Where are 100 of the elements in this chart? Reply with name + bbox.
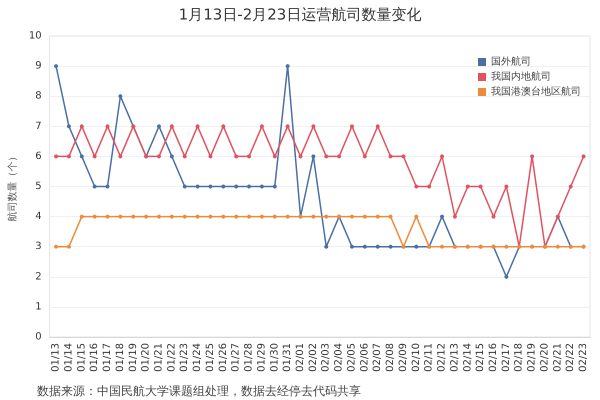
point (272, 154, 277, 158)
point (504, 274, 508, 279)
point (118, 154, 122, 158)
point (440, 154, 444, 158)
point (208, 154, 212, 158)
source-note: 数据来源：中国民航大学课题组处理，数据去经停去代码共享 (37, 384, 361, 398)
point (388, 244, 393, 249)
x-tick-label: 01/15 (76, 343, 88, 372)
y-axis-title: 航司数量（个） (6, 152, 18, 222)
x-tick-label: 01/14 (63, 343, 74, 372)
point (118, 214, 122, 219)
point (54, 154, 58, 158)
point (324, 214, 328, 219)
point (272, 184, 277, 188)
point (156, 124, 161, 128)
point (286, 124, 290, 128)
point (492, 214, 496, 219)
point (376, 124, 380, 128)
y-tick-label: 8 (35, 90, 42, 102)
x-tick-label: 02/03 (320, 343, 332, 372)
legend-label: 我国港澳台地区航司 (491, 86, 581, 98)
x-tick-label: 02/10 (410, 343, 422, 372)
point (66, 154, 71, 158)
point (92, 214, 97, 219)
point (414, 214, 418, 219)
x-tick-label: 02/11 (424, 343, 435, 372)
x-tick-label: 01/29 (256, 343, 268, 372)
point (286, 64, 290, 68)
point (234, 154, 238, 158)
point (170, 214, 174, 219)
point (388, 214, 393, 219)
x-tick-label: 01/16 (89, 343, 100, 372)
point (196, 214, 200, 219)
y-tick-label: 10 (28, 30, 42, 42)
x-tick-label: 02/14 (462, 343, 474, 372)
point (221, 184, 226, 188)
point (376, 214, 380, 219)
point (247, 214, 252, 219)
x-tick-label: 02/20 (539, 343, 550, 372)
x-tick-label: 02/21 (552, 343, 564, 372)
point (247, 184, 252, 188)
point (414, 184, 418, 188)
point (556, 244, 560, 249)
x-tick-label: 01/13 (50, 343, 62, 372)
y-tick-label: 3 (35, 241, 42, 252)
legend-label: 国外航司 (491, 56, 531, 68)
point (156, 214, 161, 219)
point (260, 184, 264, 188)
x-tick-label: 01/17 (102, 343, 114, 372)
point (324, 244, 328, 249)
point (208, 214, 212, 219)
x-tick-label: 02/16 (488, 343, 500, 372)
x-tick-label: 02/08 (385, 343, 396, 372)
y-tick-label: 4 (35, 211, 42, 222)
x-tick-label: 02/06 (359, 343, 370, 372)
point (106, 184, 110, 188)
point (80, 214, 84, 219)
point (401, 154, 406, 158)
point (221, 124, 226, 128)
y-tick-label: 5 (35, 181, 42, 192)
point (182, 184, 187, 188)
point (208, 184, 212, 188)
point (582, 154, 586, 158)
point (118, 94, 122, 98)
x-tick-label: 02/09 (398, 343, 409, 372)
point (92, 184, 97, 188)
x-tick-label: 01/24 (192, 343, 204, 372)
x-tick-label: 01/25 (204, 343, 216, 372)
point (260, 124, 264, 128)
point (156, 154, 161, 158)
y-tick-label: 7 (35, 120, 42, 132)
chart-title: 1月13日-2月23日运营航司数量变化 (178, 6, 422, 24)
point (196, 124, 200, 128)
point (234, 214, 238, 219)
x-tick-label: 02/15 (475, 343, 486, 372)
x-tick-label: 02/07 (372, 343, 384, 372)
x-tick-label: 02/12 (436, 343, 448, 372)
legend-label: 我国内地航司 (491, 70, 551, 82)
point (66, 124, 71, 128)
point (376, 244, 380, 249)
x-tick-label: 02/22 (565, 343, 576, 372)
x-tick-label: 02/18 (514, 343, 525, 372)
x-tick-label: 01/21 (153, 343, 164, 372)
point (80, 124, 84, 128)
point (80, 154, 84, 158)
point (362, 244, 367, 249)
point (311, 124, 316, 128)
point (414, 244, 418, 249)
x-tick-label: 01/22 (166, 343, 178, 372)
y-tick-label: 0 (35, 332, 42, 342)
point (466, 184, 470, 188)
point (350, 214, 354, 219)
x-tick-label: 01/30 (269, 343, 280, 372)
point (182, 214, 187, 219)
point (440, 244, 444, 249)
point (504, 244, 508, 249)
x-tick-label: 02/19 (526, 343, 538, 372)
x-tick-label: 02/04 (334, 343, 345, 372)
point (260, 214, 264, 219)
x-tick-label: 02/01 (295, 343, 306, 372)
